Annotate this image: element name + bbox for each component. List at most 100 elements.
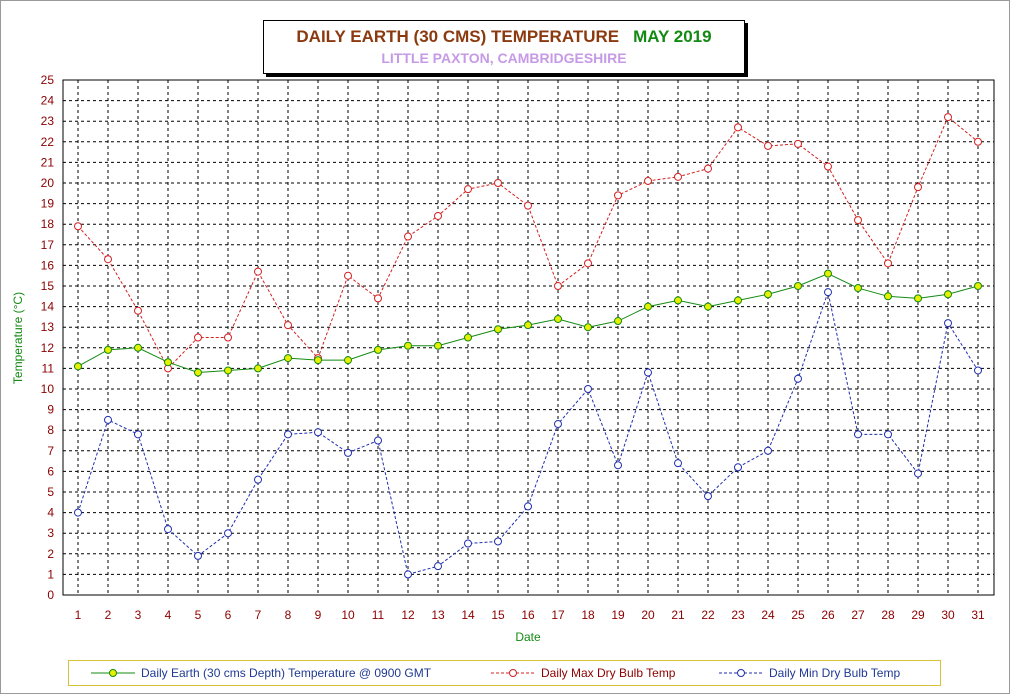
data-point-max	[194, 333, 202, 342]
data-point-max	[464, 185, 472, 194]
data-point-min	[884, 430, 892, 439]
y-tick-label: 8	[47, 423, 54, 437]
data-point-earth	[194, 368, 202, 377]
legend-swatch-max	[491, 669, 535, 677]
data-point-min	[794, 374, 802, 383]
y-axis-label: Temperature (°C)	[11, 292, 25, 384]
data-point-max	[74, 222, 82, 231]
data-point-min	[224, 529, 232, 538]
legend: Daily Earth (30 cms Depth) Temperature @…	[68, 660, 941, 686]
y-tick-label: 14	[41, 300, 55, 314]
data-point-earth	[104, 345, 112, 354]
data-point-earth	[254, 364, 262, 373]
x-tick-label: 7	[255, 608, 262, 622]
data-point-earth	[944, 290, 952, 299]
x-tick-label: 2	[105, 608, 112, 622]
data-point-max	[104, 255, 112, 264]
x-tick-label: 24	[761, 608, 775, 622]
data-point-max	[434, 211, 442, 220]
x-tick-label: 15	[491, 608, 505, 622]
data-point-max	[854, 216, 862, 225]
data-point-max	[494, 179, 502, 187]
y-tick-label: 7	[47, 444, 54, 458]
data-point-earth	[404, 341, 412, 350]
data-point-max	[644, 176, 652, 185]
data-point-min	[104, 415, 112, 424]
data-point-earth	[314, 356, 322, 365]
data-point-max	[344, 271, 352, 280]
x-tick-label: 1	[75, 608, 82, 622]
x-tick-label: 26	[821, 608, 835, 622]
x-tick-label: 29	[911, 608, 925, 622]
data-point-max	[554, 282, 562, 290]
x-tick-label: 11	[372, 608, 385, 622]
y-tick-label: 17	[41, 238, 55, 252]
y-tick-label: 12	[41, 341, 55, 355]
data-point-earth	[494, 325, 502, 334]
data-point-min	[854, 430, 862, 439]
legend-item-earth: Daily Earth (30 cms Depth) Temperature @…	[91, 661, 431, 685]
y-tick-labels: 0123456789101112131415161718192021222324…	[41, 73, 55, 602]
x-tick-label: 30	[941, 608, 955, 622]
chart-title: DAILY EARTH (30 CMS) TEMPERATURE	[296, 27, 620, 46]
y-tick-label: 13	[41, 320, 55, 334]
x-tick-label: 8	[285, 608, 292, 622]
x-tick-label: 23	[731, 608, 745, 622]
data-point-min	[164, 525, 172, 534]
chart-title-month: MAY 2019	[633, 27, 712, 46]
data-point-min	[824, 288, 832, 297]
x-tick-label: 27	[851, 608, 865, 622]
x-tick-label: 5	[195, 608, 202, 622]
data-point-earth	[164, 358, 172, 367]
y-tick-label: 5	[47, 485, 54, 499]
x-tick-label: 6	[225, 608, 232, 622]
data-point-earth	[524, 321, 532, 330]
data-point-earth	[614, 317, 622, 326]
data-point-min	[194, 551, 202, 560]
data-point-min	[704, 492, 712, 501]
x-tick-labels: 1 2 3 4 5 6 7 8 9 10 11 12 13 14 15 16 17 18 19 20 21 22 23 24 2…	[75, 608, 985, 622]
y-tick-label: 23	[41, 114, 55, 128]
data-point-earth	[224, 366, 232, 375]
data-point-min	[974, 366, 982, 375]
y-tick-label: 25	[41, 73, 55, 87]
data-point-earth	[554, 314, 562, 323]
data-point-max	[824, 162, 832, 171]
data-point-min	[494, 537, 502, 546]
data-point-earth	[584, 323, 592, 332]
x-tick-label: 21	[671, 608, 685, 622]
data-point-max	[674, 172, 682, 181]
y-tick-label: 20	[41, 176, 55, 190]
legend-label-min: Daily Min Dry Bulb Temp	[769, 666, 901, 680]
legend-label-max: Daily Max Dry Bulb Temp	[541, 666, 676, 680]
data-point-max	[914, 183, 922, 192]
y-tick-label: 3	[47, 526, 54, 540]
y-tick-label: 21	[41, 155, 55, 169]
data-point-earth	[374, 345, 382, 354]
data-point-min	[614, 461, 622, 470]
data-point-min	[944, 319, 952, 328]
data-point-earth	[854, 284, 862, 293]
data-point-earth	[434, 341, 442, 350]
x-tick-label: 10	[341, 608, 355, 622]
x-tick-label: 13	[431, 608, 445, 622]
data-point-max	[704, 164, 712, 173]
y-tick-label: 22	[41, 135, 55, 149]
data-point-earth	[704, 302, 712, 311]
x-tick-label: 16	[521, 608, 535, 622]
y-tick-label: 24	[41, 94, 55, 108]
x-tick-label: 22	[701, 608, 715, 622]
data-point-min	[554, 420, 562, 429]
y-tick-label: 19	[41, 197, 55, 211]
data-point-max	[764, 141, 772, 150]
x-tick-label: 4	[165, 608, 172, 622]
data-point-max	[374, 294, 382, 303]
data-point-earth	[644, 302, 652, 311]
data-point-earth	[74, 362, 82, 371]
data-point-min	[674, 459, 682, 468]
data-point-min	[914, 469, 922, 478]
data-point-min	[344, 448, 352, 457]
data-point-min	[404, 570, 412, 579]
data-point-earth	[734, 296, 742, 305]
